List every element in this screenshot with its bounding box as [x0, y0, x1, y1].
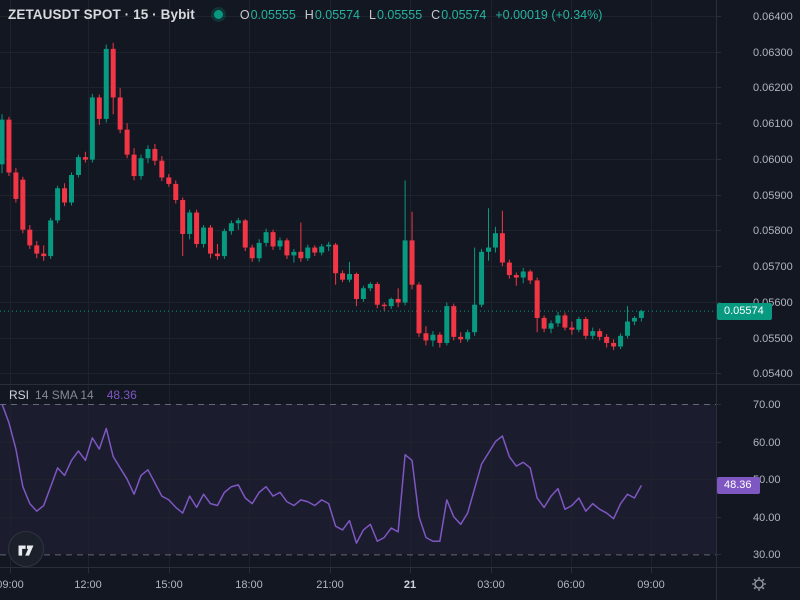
svg-text:09:00: 09:00 — [637, 579, 665, 591]
svg-text:70.00: 70.00 — [753, 399, 781, 411]
svg-text:40.00: 40.00 — [753, 512, 781, 524]
svg-text:0.06000: 0.06000 — [753, 154, 793, 166]
last-price-badge[interactable]: 0.05574 — [717, 303, 772, 320]
svg-text:0.06400: 0.06400 — [753, 11, 793, 23]
price-axis: 0.06400 0.06300 0.06200 0.06100 0.06000 0.059… — [716, 11, 793, 380]
rsi-params: 14 SMA 14 — [35, 388, 94, 402]
svg-text:15:00: 15:00 — [155, 579, 183, 591]
low-value: 0.05555 — [376, 7, 423, 22]
close-label: C — [431, 7, 441, 22]
time-axis: 09:00 12:00 15:00 18:00 21:00 21 03:00 06:00 09:… — [0, 568, 665, 591]
svg-text:0.06200: 0.06200 — [753, 82, 793, 94]
high-value: 0.05574 — [314, 7, 361, 22]
svg-text:60.00: 60.00 — [753, 437, 781, 449]
rsi-axis: 70.00 60.00 50.00 40.00 30.00 — [716, 399, 781, 561]
grid-lines — [0, 0, 716, 568]
tradingview-logo-icon — [18, 545, 34, 556]
svg-text:18:00: 18:00 — [235, 579, 263, 591]
change-value: +0.00019 (+0.34%) — [495, 7, 603, 22]
svg-text:12:00: 12:00 — [74, 579, 102, 591]
svg-text:0.06300: 0.06300 — [753, 47, 793, 59]
open-label: O — [239, 7, 250, 22]
svg-text:03:00: 03:00 — [477, 579, 505, 591]
rsi-band-borders — [0, 404, 716, 556]
svg-text:0.05700: 0.05700 — [753, 261, 793, 273]
rsi-legend: RSI 14 SMA 14 48.36 — [9, 388, 137, 402]
svg-text:0.06100: 0.06100 — [753, 118, 793, 130]
gear-icon — [752, 577, 766, 591]
candles-layer — [0, 42, 644, 351]
low-label: L — [369, 7, 376, 22]
ohlc-values: O0.05555 H0.05574 L0.05555 C0.05574 +0.0… — [240, 8, 603, 22]
rsi-line — [1, 403, 643, 544]
rsi-indicator-title[interactable]: RSI — [9, 388, 30, 402]
svg-text:0.05400: 0.05400 — [753, 368, 793, 380]
svg-text:06:00: 06:00 — [557, 579, 585, 591]
high-label: H — [304, 7, 314, 22]
svg-text:0.05500: 0.05500 — [753, 333, 793, 345]
svg-text:30.00: 30.00 — [753, 549, 781, 561]
timezone-settings-button[interactable] — [746, 571, 772, 597]
svg-text:21: 21 — [404, 579, 416, 591]
market-status-icon[interactable] — [213, 10, 223, 19]
rsi-value-badge[interactable]: 48.36 — [717, 477, 760, 494]
svg-text:0.05800: 0.05800 — [753, 225, 793, 237]
svg-text:09:00: 09:00 — [0, 579, 24, 591]
symbol-legend: ZETAUSDT SPOT · 15 · Bybit O0.05555 H0.0… — [8, 7, 602, 22]
svg-text:21:00: 21:00 — [316, 579, 344, 591]
symbol-title[interactable]: ZETAUSDT SPOT · 15 · Bybit — [8, 7, 195, 22]
svg-text:0.05900: 0.05900 — [753, 190, 793, 202]
rsi-current-value: 48.36 — [106, 388, 137, 402]
close-value: 0.05574 — [441, 7, 487, 22]
open-value: 0.05555 — [250, 7, 296, 22]
svg-text:50.00: 50.00 — [753, 474, 781, 486]
tradingview-logo[interactable] — [8, 531, 44, 567]
